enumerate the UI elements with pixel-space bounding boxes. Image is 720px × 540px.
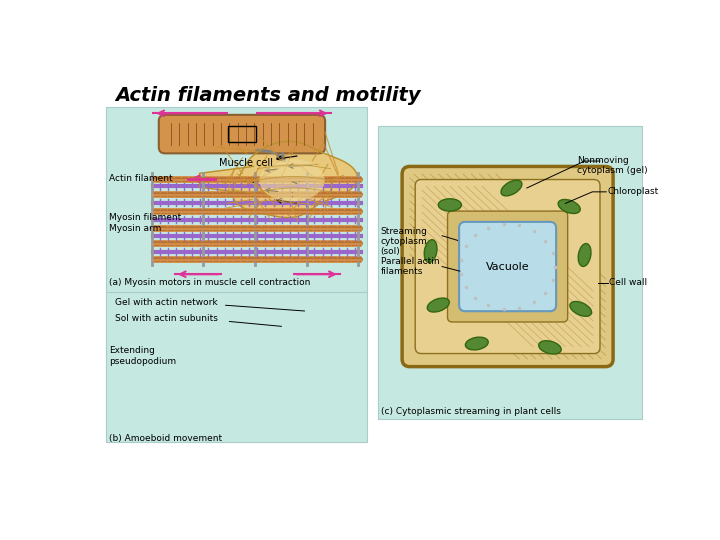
Bar <box>228 126 256 142</box>
Polygon shape <box>199 166 253 194</box>
Ellipse shape <box>438 199 462 211</box>
Ellipse shape <box>424 240 437 262</box>
Ellipse shape <box>259 159 325 201</box>
Bar <box>106 107 367 442</box>
FancyBboxPatch shape <box>448 211 567 322</box>
Text: (c) Cytoplasmic streaming in plant cells: (c) Cytoplasmic streaming in plant cells <box>381 408 560 416</box>
Text: Nonmoving
cytoplasm (gel): Nonmoving cytoplasm (gel) <box>577 156 647 175</box>
Text: Vacuole: Vacuole <box>486 261 529 272</box>
Ellipse shape <box>578 244 591 266</box>
Ellipse shape <box>427 298 449 312</box>
Ellipse shape <box>570 301 592 316</box>
Ellipse shape <box>465 337 488 350</box>
FancyBboxPatch shape <box>402 166 613 367</box>
Ellipse shape <box>501 180 522 196</box>
Text: Chloroplast: Chloroplast <box>608 187 659 197</box>
Ellipse shape <box>558 199 580 213</box>
Text: (a) Myosin motors in muscle cell contraction: (a) Myosin motors in muscle cell contrac… <box>109 278 310 287</box>
Bar <box>378 126 642 419</box>
Ellipse shape <box>539 341 561 354</box>
Text: (b) Amoeboid movement: (b) Amoeboid movement <box>109 434 222 443</box>
FancyBboxPatch shape <box>159 115 325 153</box>
Text: Actin filament: Actin filament <box>109 174 172 183</box>
Text: Parallel actin
filaments: Parallel actin filaments <box>381 257 439 276</box>
Text: Sol with actin subunits: Sol with actin subunits <box>115 314 217 323</box>
FancyBboxPatch shape <box>459 222 556 311</box>
Text: Gel with actin network: Gel with actin network <box>115 298 217 307</box>
Text: Myosin arm: Myosin arm <box>109 224 161 233</box>
FancyBboxPatch shape <box>415 179 600 354</box>
Text: Streaming
cytoplasm
(sol): Streaming cytoplasm (sol) <box>381 226 428 256</box>
Text: Cell wall: Cell wall <box>609 278 647 287</box>
Text: Muscle cell: Muscle cell <box>219 158 273 168</box>
Text: Actin filaments and motility: Actin filaments and motility <box>115 86 420 105</box>
Polygon shape <box>233 141 357 218</box>
Text: Extending
pseudopodium: Extending pseudopodium <box>109 346 176 366</box>
Text: Myosin filament: Myosin filament <box>109 213 181 222</box>
